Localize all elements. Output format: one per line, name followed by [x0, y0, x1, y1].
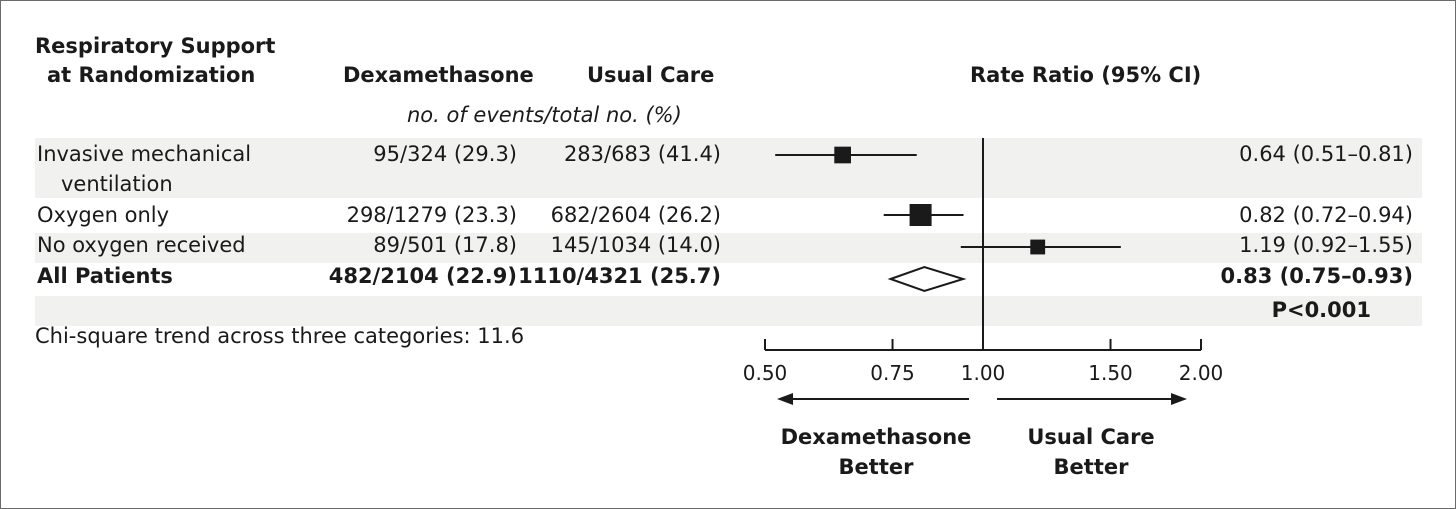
usual-care-value: 145/1034 (14.0) — [550, 233, 721, 257]
x-tick-label: 0.50 — [743, 361, 788, 385]
rate-ratio-value: 0.64 (0.51–0.81) — [1239, 142, 1413, 166]
rate-ratio-value: 1.19 (0.92–1.55) — [1239, 233, 1413, 257]
usual-care-value: 283/683 (41.4) — [563, 142, 721, 166]
dexamethasone-value: 298/1279 (23.3) — [346, 203, 517, 227]
header-subgroup-line2: at Randomization — [47, 63, 256, 87]
row-label: No oxygen received — [37, 233, 246, 257]
point-estimate — [909, 204, 932, 226]
header-rate-ratio: Rate Ratio (95% CI) — [970, 63, 1202, 87]
direction-right-line2: Better — [1053, 455, 1129, 479]
usual-care-value: 1110/4321 (25.7) — [518, 264, 721, 288]
footnote: Chi-square trend across three categories… — [35, 324, 525, 348]
usual-care-value: 682/2604 (26.2) — [550, 203, 721, 227]
x-axis-ticks — [764, 339, 1202, 350]
x-tick-label: 2.00 — [1179, 361, 1224, 385]
direction-right-line1: Usual Care — [1027, 425, 1155, 449]
rate-ratio-value: 0.83 (0.75–0.93) — [1220, 264, 1413, 288]
row-band-invasive — [35, 138, 1422, 198]
direction-arrows — [777, 393, 1187, 405]
row-label: Oxygen only — [37, 203, 170, 227]
point-estimate — [1030, 239, 1046, 255]
effect-estimates — [775, 146, 1121, 293]
direction-left-line1: Dexamethasone — [780, 425, 972, 449]
left-arrow-head — [777, 393, 793, 405]
p-value: P<0.001 — [1271, 298, 1371, 322]
dexamethasone-value: 95/324 (29.3) — [373, 142, 517, 166]
direction-left-line2: Better — [838, 455, 914, 479]
point-estimate — [834, 146, 851, 164]
row-label: All Patients — [37, 264, 173, 288]
x-tick-label: 0.75 — [870, 361, 915, 385]
summary-diamond — [887, 265, 967, 293]
dexamethasone-value: 482/2104 (22.9) — [328, 264, 517, 288]
header-subgroup-line1: Respiratory Support — [35, 34, 276, 58]
x-tick-label: 1.00 — [961, 361, 1006, 385]
row-label-continued: ventilation — [61, 172, 173, 196]
header-dexamethasone: Dexamethasone — [343, 63, 534, 87]
right-arrow-head — [1171, 393, 1187, 405]
units-note: no. of events/total no. (%) — [407, 103, 682, 127]
x-axis-tick-labels: 0.50 0.75 1.00 1.50 2.00 — [743, 361, 1224, 385]
row-label: Invasive mechanical — [37, 142, 252, 166]
rate-ratio-value: 0.82 (0.72–0.94) — [1239, 203, 1413, 227]
row-band-p-value — [35, 296, 1422, 326]
row-band-no-oxygen — [35, 233, 1422, 263]
x-tick-label: 1.50 — [1088, 361, 1133, 385]
header-usual-care: Usual Care — [587, 63, 715, 87]
dexamethasone-value: 89/501 (17.8) — [373, 233, 517, 257]
